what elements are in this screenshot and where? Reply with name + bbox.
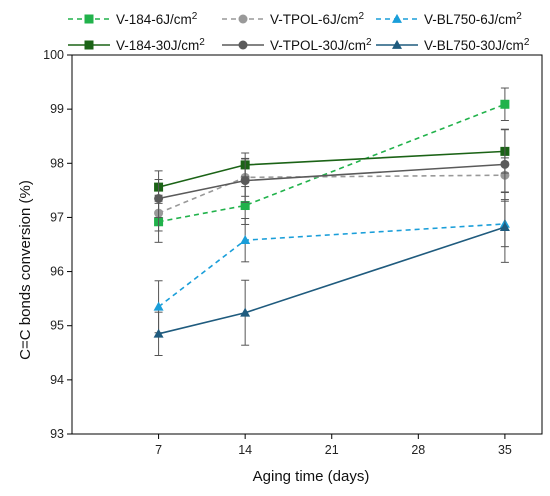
data-point: [240, 201, 250, 211]
legend-item-3: V-BL750-6J/cm2: [376, 11, 522, 27]
y-tick-label: 99: [50, 102, 64, 116]
series-1: [154, 87, 510, 243]
series-layer: [153, 87, 510, 356]
series-5: [154, 128, 510, 218]
y-tick-label: 97: [50, 210, 64, 224]
series-line: [158, 163, 505, 200]
plot-frame: [71, 54, 543, 435]
series-2: [154, 157, 510, 232]
y-tick-label: 94: [50, 373, 64, 387]
y-tick-label: 93: [50, 427, 64, 441]
legend-marker: [84, 40, 94, 50]
legend-marker: [238, 14, 248, 24]
data-point: [153, 328, 164, 338]
series-line: [158, 223, 505, 308]
legend-marker: [392, 13, 402, 23]
legend-item-6: V-BL750-30J/cm2: [376, 37, 530, 53]
data-point: [499, 222, 510, 232]
legend-label: V-184-30J/cm2: [116, 37, 205, 53]
x-axis-title: Aging time (days): [253, 468, 370, 485]
legend-marker: [238, 40, 248, 50]
legend-marker: [392, 39, 402, 49]
y-axis-title: C=C bonds conversion (%): [17, 180, 34, 360]
axes: 7 14 21 28 35 93 94 95 96 97 98 99 100: [43, 48, 543, 457]
x-tick-label: 14: [238, 443, 252, 457]
legend-label: V-BL750-6J/cm2: [424, 11, 522, 27]
y-tick-label: 95: [50, 319, 64, 333]
data-point: [500, 99, 510, 109]
series-line: [158, 150, 505, 188]
series-line: [158, 103, 506, 223]
series-6: [153, 191, 510, 356]
legend-marker: [84, 14, 94, 24]
series-4: [154, 129, 510, 204]
data-point: [240, 235, 251, 245]
legend-label: V-BL750-30J/cm2: [424, 37, 530, 53]
data-point: [154, 193, 164, 203]
legend-item-1: V-184-6J/cm2: [68, 11, 198, 27]
legend: V-184-6J/cm2 V-TPOL-6J/cm2 V-BL750-6J/cm2 V…: [68, 11, 530, 53]
data-point: [240, 307, 251, 317]
series-line: [158, 174, 505, 214]
legend-item-4: V-184-30J/cm2: [68, 37, 205, 53]
x-tick-label: 7: [155, 443, 162, 457]
y-tick-label: 96: [50, 265, 64, 279]
data-point: [500, 159, 510, 169]
series-3: [153, 200, 510, 334]
legend-label: V-TPOL-6J/cm2: [270, 11, 365, 27]
legend-item-5: V-TPOL-30J/cm2: [222, 37, 372, 53]
legend-label: V-TPOL-30J/cm2: [270, 37, 372, 53]
x-tick-label: 28: [411, 443, 425, 457]
x-tick-label: 21: [325, 443, 339, 457]
data-point: [240, 176, 250, 186]
legend-item-2: V-TPOL-6J/cm2: [222, 11, 365, 27]
y-tick-label: 100: [43, 48, 64, 62]
data-point: [153, 301, 164, 311]
y-tick-label: 98: [50, 156, 64, 170]
legend-label: V-184-6J/cm2: [116, 11, 198, 27]
x-tick-label: 35: [498, 443, 512, 457]
series-line: [158, 226, 506, 335]
